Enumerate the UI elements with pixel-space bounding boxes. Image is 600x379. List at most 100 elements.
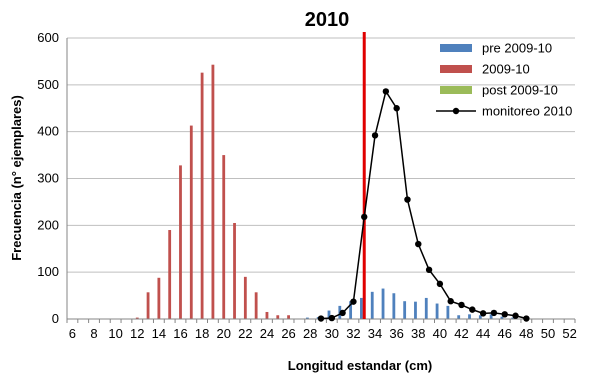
bar-pre-2009-10-42	[457, 315, 461, 319]
monitoreo-point-30	[328, 314, 336, 322]
bar-pre-2009-10-33	[360, 297, 363, 319]
x-tick-label: 46	[498, 326, 512, 341]
monitoreo-point-32	[350, 298, 357, 305]
y-tick-label: 600	[37, 30, 59, 45]
chart-title: 2010	[305, 9, 350, 31]
bar-pre-2009-10-46	[500, 316, 504, 319]
x-tick-label: 8	[90, 326, 97, 341]
bar-2009-10-26	[287, 315, 290, 319]
bar-pre-2009-10-34	[370, 291, 374, 319]
legend-swatch-2009-10	[440, 65, 472, 73]
bar-2009-10-18	[200, 72, 204, 319]
x-tick-label: 38	[411, 326, 425, 341]
bar-pre-2009-10-44	[478, 315, 482, 319]
bar-pre-2009-10-32	[349, 301, 353, 319]
monitoreo-point-34	[371, 132, 379, 139]
legend-marker	[452, 107, 460, 115]
y-tick-label: 0	[52, 311, 59, 326]
bar-2009-10-16	[179, 165, 182, 319]
y-tick-label: 400	[37, 124, 59, 139]
bars	[135, 64, 515, 319]
x-tick-label: 50	[541, 326, 555, 341]
monitoreo-point-33	[361, 213, 368, 221]
bar-2009-10-20	[222, 155, 226, 319]
bar-pre-2009-10-39	[424, 297, 428, 319]
x-tick-label: 22	[238, 326, 252, 341]
bar-pre-2009-10-28	[305, 317, 309, 319]
bar-2009-10-19	[211, 64, 215, 319]
x-tick-label: 16	[173, 326, 187, 341]
x-tick-label: 12	[130, 326, 144, 341]
axes	[66, 38, 576, 323]
x-tick-label: 26	[281, 326, 295, 341]
bar-2009-10-21	[233, 222, 236, 319]
x-tick-label: 32	[346, 326, 360, 341]
grid-lines	[67, 37, 575, 273]
monitoreo-point-36	[393, 105, 400, 112]
legend-swatch-post-2009-10	[440, 86, 472, 94]
monitoreo-point-42	[458, 301, 465, 309]
bar-pre-2009-10-45	[489, 314, 493, 319]
x-tick-label: 14	[152, 326, 166, 341]
monitoreo-point-41	[447, 298, 454, 305]
monitoreo-point-38	[415, 240, 422, 248]
tick-labels: 0 100 200 300 400 500 600 6 8 10 12 14 16 18 20 22 24 26 2…	[37, 30, 577, 341]
x-tick-label: 10	[108, 326, 122, 341]
legend: pre 2009-10 2009-10 post 2009-10 monitoreo …	[436, 41, 572, 119]
bar-pre-2009-10-47	[511, 317, 515, 319]
y-tick-label: 300	[37, 171, 59, 186]
monitoreo-point-43	[469, 306, 476, 313]
monitoreo-point-29	[317, 315, 325, 322]
monitoreo-point-45	[490, 309, 498, 317]
y-tick-label: 500	[37, 77, 59, 92]
y-tick-label: 200	[37, 217, 59, 232]
legend-swatch-pre-2009-10	[440, 44, 472, 52]
bar-pre-2009-10-40	[435, 303, 439, 319]
y-axis-label: Frecuencia (n° ejemplares)	[9, 95, 24, 261]
monitoreo-2010-line	[320, 89, 527, 320]
x-tick-label: 40	[433, 326, 447, 341]
monitoreo-point-40	[436, 280, 444, 288]
monitoreo-point-37	[404, 196, 411, 203]
bar-2009-10-17	[189, 125, 193, 319]
legend-label: post 2009-10	[482, 83, 558, 98]
monitoreo-point-35	[382, 88, 390, 95]
x-axis-label: Longitud estandar (cm)	[288, 358, 432, 373]
bar-pre-2009-10-37	[403, 301, 407, 319]
bar-pre-2009-10-30	[327, 310, 331, 319]
x-tick-label: 48	[519, 326, 533, 341]
x-tick-label: 30	[325, 326, 339, 341]
monitoreo-point-48	[523, 315, 530, 322]
monitoreo-point-44	[479, 310, 487, 317]
monitoreo-point-47	[512, 312, 519, 319]
bar-2009-10-14	[157, 277, 161, 319]
legend-label: pre 2009-10	[482, 41, 552, 56]
x-tick-label: 24	[260, 326, 274, 341]
x-tick-label: 52	[562, 326, 576, 341]
x-tick-label: 28	[303, 326, 317, 341]
x-tick-label: 42	[454, 326, 468, 341]
legend-label: monitoreo 2010	[482, 104, 572, 119]
bar-pre-2009-10-35	[381, 288, 385, 319]
bar-pre-2009-10-43	[468, 314, 471, 319]
x-tick-label: 6	[69, 326, 76, 341]
bar-pre-2009-10-38	[414, 301, 417, 319]
monitoreo-point-31	[339, 309, 346, 317]
legend-label: 2009-10	[482, 62, 530, 77]
bar-2009-10-24	[265, 311, 269, 319]
bar-2009-10-12	[135, 317, 139, 319]
x-tick-label: 34	[368, 326, 382, 341]
monitoreo-line	[317, 88, 530, 322]
bar-pre-2009-10-36	[392, 293, 396, 319]
bar-2009-10-25	[276, 315, 280, 319]
monitoreo-point-46	[501, 311, 508, 318]
bar-2009-10-23	[254, 292, 258, 319]
x-tick-label: 36	[389, 326, 403, 341]
y-tick-label: 100	[37, 264, 59, 279]
bar-2009-10-13	[146, 292, 150, 319]
x-tick-label: 18	[195, 326, 209, 341]
monitoreo-point-39	[425, 266, 433, 274]
bar-2009-10-15	[168, 230, 172, 319]
x-tick-label: 44	[476, 326, 490, 341]
